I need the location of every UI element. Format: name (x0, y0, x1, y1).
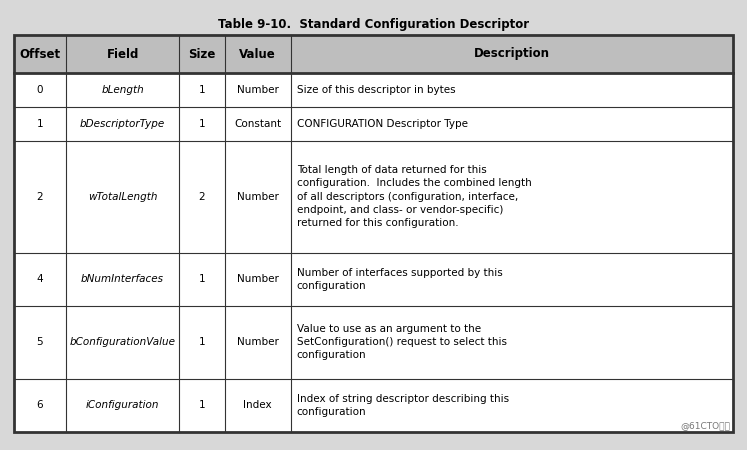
Text: iConfiguration: iConfiguration (86, 400, 159, 410)
Bar (14, 35, 733, 432)
Text: Number: Number (237, 337, 279, 347)
Bar (14, 35, 733, 432)
Text: Index: Index (244, 400, 272, 410)
Text: 6: 6 (37, 400, 43, 410)
Text: bLength: bLength (101, 85, 144, 95)
Bar (14, 35, 733, 73)
Text: Total length of data returned for this
configuration.  Includes the combined len: Total length of data returned for this c… (297, 165, 532, 228)
Text: Size: Size (188, 48, 216, 60)
Text: 1: 1 (199, 400, 205, 410)
Text: Table 9-10.  Standard Configuration Descriptor: Table 9-10. Standard Configuration Descr… (218, 18, 529, 31)
Text: bNumInterfaces: bNumInterfaces (81, 274, 164, 284)
Text: Number: Number (237, 192, 279, 202)
Text: CONFIGURATION Descriptor Type: CONFIGURATION Descriptor Type (297, 119, 468, 129)
Text: 1: 1 (199, 274, 205, 284)
Text: 0: 0 (37, 85, 43, 95)
Text: @61CTO博客: @61CTO博客 (680, 421, 730, 430)
Text: Value to use as an argument to the
SetConfiguration() request to select this
con: Value to use as an argument to the SetCo… (297, 324, 506, 360)
Text: Number: Number (237, 85, 279, 95)
Text: 1: 1 (199, 337, 205, 347)
Text: 4: 4 (37, 274, 43, 284)
Text: wTotalLength: wTotalLength (88, 192, 158, 202)
Text: Constant: Constant (234, 119, 282, 129)
Text: Value: Value (239, 48, 276, 60)
Text: bDescriptorType: bDescriptorType (80, 119, 165, 129)
Text: Offset: Offset (19, 48, 61, 60)
Text: Description: Description (474, 48, 550, 60)
Text: Number: Number (237, 274, 279, 284)
Text: 1: 1 (199, 85, 205, 95)
Text: Field: Field (106, 48, 139, 60)
Text: 1: 1 (199, 119, 205, 129)
Text: 2: 2 (199, 192, 205, 202)
Text: Index of string descriptor describing this
configuration: Index of string descriptor describing th… (297, 394, 509, 417)
Text: bConfigurationValue: bConfigurationValue (69, 337, 176, 347)
Text: Number of interfaces supported by this
configuration: Number of interfaces supported by this c… (297, 268, 503, 291)
Text: 1: 1 (37, 119, 43, 129)
Text: 5: 5 (37, 337, 43, 347)
Text: 2: 2 (37, 192, 43, 202)
Text: Size of this descriptor in bytes: Size of this descriptor in bytes (297, 85, 456, 95)
